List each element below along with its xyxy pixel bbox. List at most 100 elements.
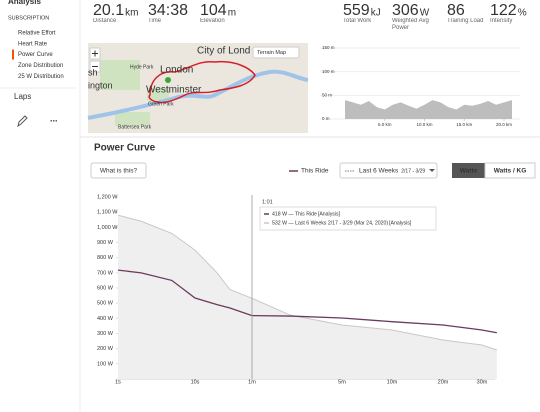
route: [148, 60, 256, 104]
park: [115, 112, 150, 126]
tooltip-link[interactable]: [Analysis]: [389, 220, 412, 226]
map-label: Green Park: [148, 101, 174, 107]
stat-label-box: Weighted Avg Power: [392, 18, 429, 31]
stat-value: 559: [343, 2, 370, 19]
map-type-button[interactable]: [252, 46, 300, 59]
unit-button-label[interactable]: Watts: [460, 168, 478, 175]
edit-icon[interactable]: [17, 115, 28, 128]
y-tick-label: 1,100 W: [97, 210, 118, 216]
map-label: London: [160, 65, 193, 76]
y-tick-label: 0 m: [322, 116, 330, 121]
stat-value: 122: [490, 2, 517, 19]
x-tick-label: 5m: [338, 379, 346, 385]
legend-label[interactable]: Last 6 Weeks: [359, 168, 399, 175]
stat-label-box: Time: [148, 18, 162, 24]
x-tick-label: 5.0 km: [378, 122, 392, 127]
stat-unit: %: [518, 8, 527, 19]
y-tick-label: 700 W: [97, 270, 114, 276]
y-tick-label: 400 W: [97, 316, 114, 322]
stat-label-box: Intensity: [490, 18, 513, 24]
sidebar-item[interactable]: Heart Rate: [18, 41, 48, 47]
y-tick-label: 800 W: [97, 255, 114, 261]
map-label: sh: [88, 67, 98, 77]
pencil: [17, 115, 28, 128]
stat-value: 86: [447, 2, 465, 19]
stat-label: Training Load: [447, 18, 484, 24]
stat-unit: W: [420, 8, 430, 19]
x-tick-label: 15.0 km: [456, 122, 472, 127]
sidebar-section: SUBSCRIPTION: [8, 15, 49, 21]
stat-value: 20.1: [93, 2, 124, 19]
stat-label: Intensity: [490, 18, 513, 24]
x-tick-label: 10m: [387, 379, 398, 385]
x-tick-label: 30m: [477, 379, 488, 385]
x-tick-label: 20.0 km: [496, 122, 512, 127]
y-tick-label: 600 W: [97, 285, 114, 291]
tooltip-text: 418 W — This Ride: [272, 211, 317, 217]
tooltip-text: 532 W — Last 6 Weeks 2/17 - 3/29 (Mar 24…: [272, 220, 388, 226]
sidebar-item[interactable]: Zone Distribution: [18, 63, 63, 69]
y-tick-label: 500 W: [97, 301, 114, 307]
map[interactable]: [87, 43, 309, 133]
stat-unit: kJ: [371, 8, 381, 19]
x-tick-label: 10.0 km: [417, 122, 433, 127]
zoom-glyphs: [92, 50, 98, 67]
stat-label: Total Work: [343, 18, 372, 24]
map-label: Hyde Park: [130, 64, 154, 70]
section-title: Power Curve: [94, 143, 156, 154]
legend-label: This Ride: [301, 168, 329, 175]
y-tick-label: 300 W: [97, 331, 114, 337]
range-label: 2/17 - 3/29: [401, 168, 425, 174]
more-menu[interactable]: ...: [50, 113, 58, 123]
selected-indicator: [12, 49, 14, 60]
stat-label: Elevation: [200, 18, 225, 24]
stat-value: 104: [200, 2, 227, 19]
map-label: Battersea Park: [118, 124, 152, 130]
y-tick-label: 900 W: [97, 240, 114, 246]
stat-unit: km: [125, 8, 138, 19]
range-dropdown[interactable]: [339, 162, 438, 179]
map-label: Westminster: [146, 85, 202, 96]
stat-label: Time: [148, 18, 162, 24]
x-tick-label: 10s: [191, 379, 200, 385]
y-tick-label: 1,200 W: [97, 194, 118, 200]
tooltip: [259, 206, 437, 231]
stat-value: 306: [392, 2, 419, 19]
tooltip-link[interactable]: [Analysis]: [318, 211, 341, 217]
river: [87, 69, 309, 120]
y-tick-label: 100 m: [322, 69, 335, 74]
watts-kg-button[interactable]: [484, 162, 536, 179]
y-tick-label: 150 m: [322, 45, 335, 50]
stat-label-box: Total Work: [343, 18, 372, 24]
watts-button[interactable]: [452, 163, 485, 178]
park: [147, 88, 169, 100]
sidebar: [0, 0, 76, 412]
map-type-label[interactable]: Terrain Map: [257, 50, 286, 56]
stat-label-box: Elevation: [200, 18, 225, 24]
stat-label: Weighted Avg Power: [392, 18, 429, 31]
sidebar-header: Analysis: [8, 0, 41, 6]
sidebar-item[interactable]: Power Curve: [18, 52, 53, 58]
stat-unit: m: [228, 8, 236, 19]
sidebar-item[interactable]: 25 W Distribution: [18, 74, 64, 80]
area: [118, 215, 497, 379]
unit-button-label[interactable]: Watts / KG: [494, 168, 527, 175]
tooltip-time: 1:01: [262, 199, 273, 205]
sidebar-item[interactable]: Relative Effort: [18, 31, 56, 37]
stat-label-box: Distance: [93, 18, 116, 24]
help-button[interactable]: [90, 162, 147, 179]
y-tick-label: 100 W: [97, 361, 114, 367]
start-marker: [165, 77, 171, 83]
laps-title: Laps: [14, 92, 31, 101]
stat-label-box: Training Load: [447, 18, 484, 24]
y-tick-label: 50 m: [322, 93, 332, 98]
dropdown-caret: [429, 169, 435, 172]
x-tick-label: 20m: [438, 379, 449, 385]
x-tick-label: 1s: [115, 379, 121, 385]
y-tick-label: 1,000 W: [97, 225, 118, 231]
x-tick-label: 1m: [248, 379, 256, 385]
help-label[interactable]: What is this?: [100, 168, 138, 175]
park: [100, 60, 140, 90]
